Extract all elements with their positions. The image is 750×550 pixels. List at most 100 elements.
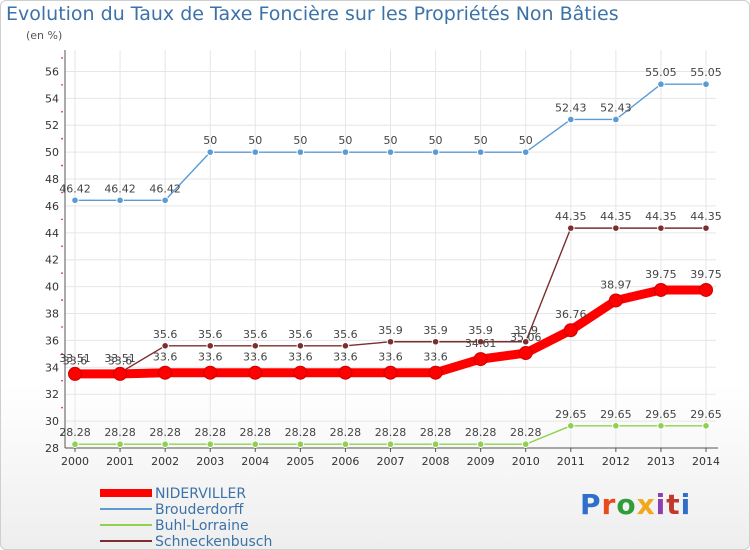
data-point-schneckenbusch [341,341,350,350]
data-label-schneckenbusch: 35.9 [468,324,493,337]
data-label-buhl-lorraine: 28.28 [59,426,91,439]
data-label-schneckenbusch: 44.35 [600,210,632,223]
data-label-brouderdorff: 52.43 [600,101,632,114]
data-label-buhl-lorraine: 28.28 [330,426,362,439]
data-point-niderviller [68,366,82,381]
chart-title: Evolution du Taux de Taxe Foncière sur l… [6,3,619,25]
y-tick-label: 50 [45,146,59,159]
data-point-buhl-lorraine [657,422,665,430]
data-point-brouderdorff [341,148,350,156]
data-point-schneckenbusch [566,224,575,232]
data-label-niderviller: 34.61 [465,337,497,350]
data-point-brouderdorff [296,148,305,156]
data-point-buhl-lorraine [341,440,350,449]
data-label-buhl-lorraine: 29.65 [645,408,677,421]
y-minor-tick [61,245,63,248]
data-label-buhl-lorraine: 28.28 [420,426,452,439]
data-point-buhl-lorraine [206,440,215,449]
y-tick-label: 52 [45,119,59,132]
data-point-buhl-lorraine [431,440,440,449]
y-tick-label: 28 [45,442,59,455]
y-minor-tick [61,137,63,140]
data-point-niderviller [338,365,353,380]
data-label-brouderdorff: 46.42 [149,182,181,195]
axes: 28 30 32 34 36 38 40 42 44 46 48 50 52 54 56 2000 2001 20… [45,50,720,468]
data-label-buhl-lorraine: 28.28 [240,426,272,439]
data-label-brouderdorff: 50 [293,134,307,147]
data-point-niderviller [383,365,398,380]
data-label-niderviller: 33.6 [198,351,223,364]
data-label-buhl-lorraine: 28.28 [194,426,226,439]
data-point-buhl-lorraine [296,440,305,449]
data-label-niderviller: 33.6 [333,351,358,364]
data-point-schneckenbusch [476,337,485,346]
data-label-niderviller: 35.06 [510,331,542,344]
data-point-niderviller [158,365,173,380]
data-label-brouderdorff: 50 [248,134,262,147]
y-minor-tick [61,218,63,221]
data-label-niderviller: 33.6 [378,351,403,364]
data-point-schneckenbusch [657,224,665,232]
data-label-schneckenbusch: 44.35 [690,210,722,223]
data-point-niderviller [113,366,128,381]
y-minor-tick [61,57,63,59]
data-label-niderviller: 33.6 [288,351,313,364]
data-label-niderviller: 36.76 [555,308,587,321]
data-point-brouderdorff [476,148,485,156]
data-point-brouderdorff [251,148,260,156]
data-point-brouderdorff [657,80,665,89]
data-label-buhl-lorraine: 28.28 [465,426,497,439]
data-label-schneckenbusch: 33.6 [63,355,88,368]
data-point-brouderdorff [521,148,530,156]
y-minor-tick [61,299,63,301]
logo-letter: x [636,488,656,521]
data-point-brouderdorff [161,196,169,205]
data-label-schneckenbusch: 35.6 [243,328,268,341]
y-minor-tick [61,110,63,113]
data-label-niderviller: 39.75 [690,268,722,281]
data-label-buhl-lorraine: 28.28 [375,426,407,439]
x-tick-label: 2013 [647,455,675,468]
data-label-brouderdorff: 46.42 [104,182,136,195]
data-point-niderviller [203,365,218,380]
data-point-buhl-lorraine [476,440,485,449]
data-point-schneckenbusch [251,341,260,350]
data-point-brouderdorff [566,115,575,124]
data-point-buhl-lorraine [161,440,169,449]
data-point-schneckenbusch [521,337,530,346]
x-tick-label: 2007 [377,455,405,468]
data-label-buhl-lorraine: 29.65 [555,408,587,421]
x-tick-label: 2002 [151,455,179,468]
data-label-schneckenbusch: 35.6 [198,328,223,341]
data-point-buhl-lorraine [702,422,710,430]
data-label-niderviller: 33.6 [153,351,178,364]
y-minor-tick [61,272,63,275]
data-point-brouderdorff [71,196,79,205]
y-tick-label: 48 [45,173,59,186]
legend-label-niderviller: NIDERVILLER [155,486,246,502]
data-point-schneckenbusch [161,341,169,350]
data-label-niderviller: 33.51 [104,352,136,365]
y-tick-label: 40 [45,281,59,294]
data-point-buhl-lorraine [612,422,620,430]
proxiti-logo: Proxiti [580,488,691,521]
data-point-buhl-lorraine [386,440,395,449]
data-label-niderviller: 33.51 [59,352,91,365]
x-tick-label: 2012 [602,455,630,468]
x-tick-label: 2008 [422,455,450,468]
y-tick-label: 56 [45,65,59,78]
data-point-brouderdorff [431,148,440,156]
y-minor-tick [61,83,63,86]
data-point-niderviller [563,323,578,338]
data-point-niderviller [518,346,533,361]
data-label-niderviller: 39.75 [645,268,677,281]
data-label-niderviller: 38.97 [600,278,632,291]
y-minor-tick [61,379,63,382]
x-tick-label: 2010 [512,455,540,468]
data-point-niderviller [653,282,668,297]
data-label-buhl-lorraine: 28.28 [510,426,542,439]
y-minor-tick [61,352,63,355]
data-label-buhl-lorraine: 29.65 [690,408,722,421]
legend: NIDERVILLERBrouderdorffBuhl-LorraineSchn… [100,486,272,550]
data-label-schneckenbusch: 35.6 [333,328,358,341]
